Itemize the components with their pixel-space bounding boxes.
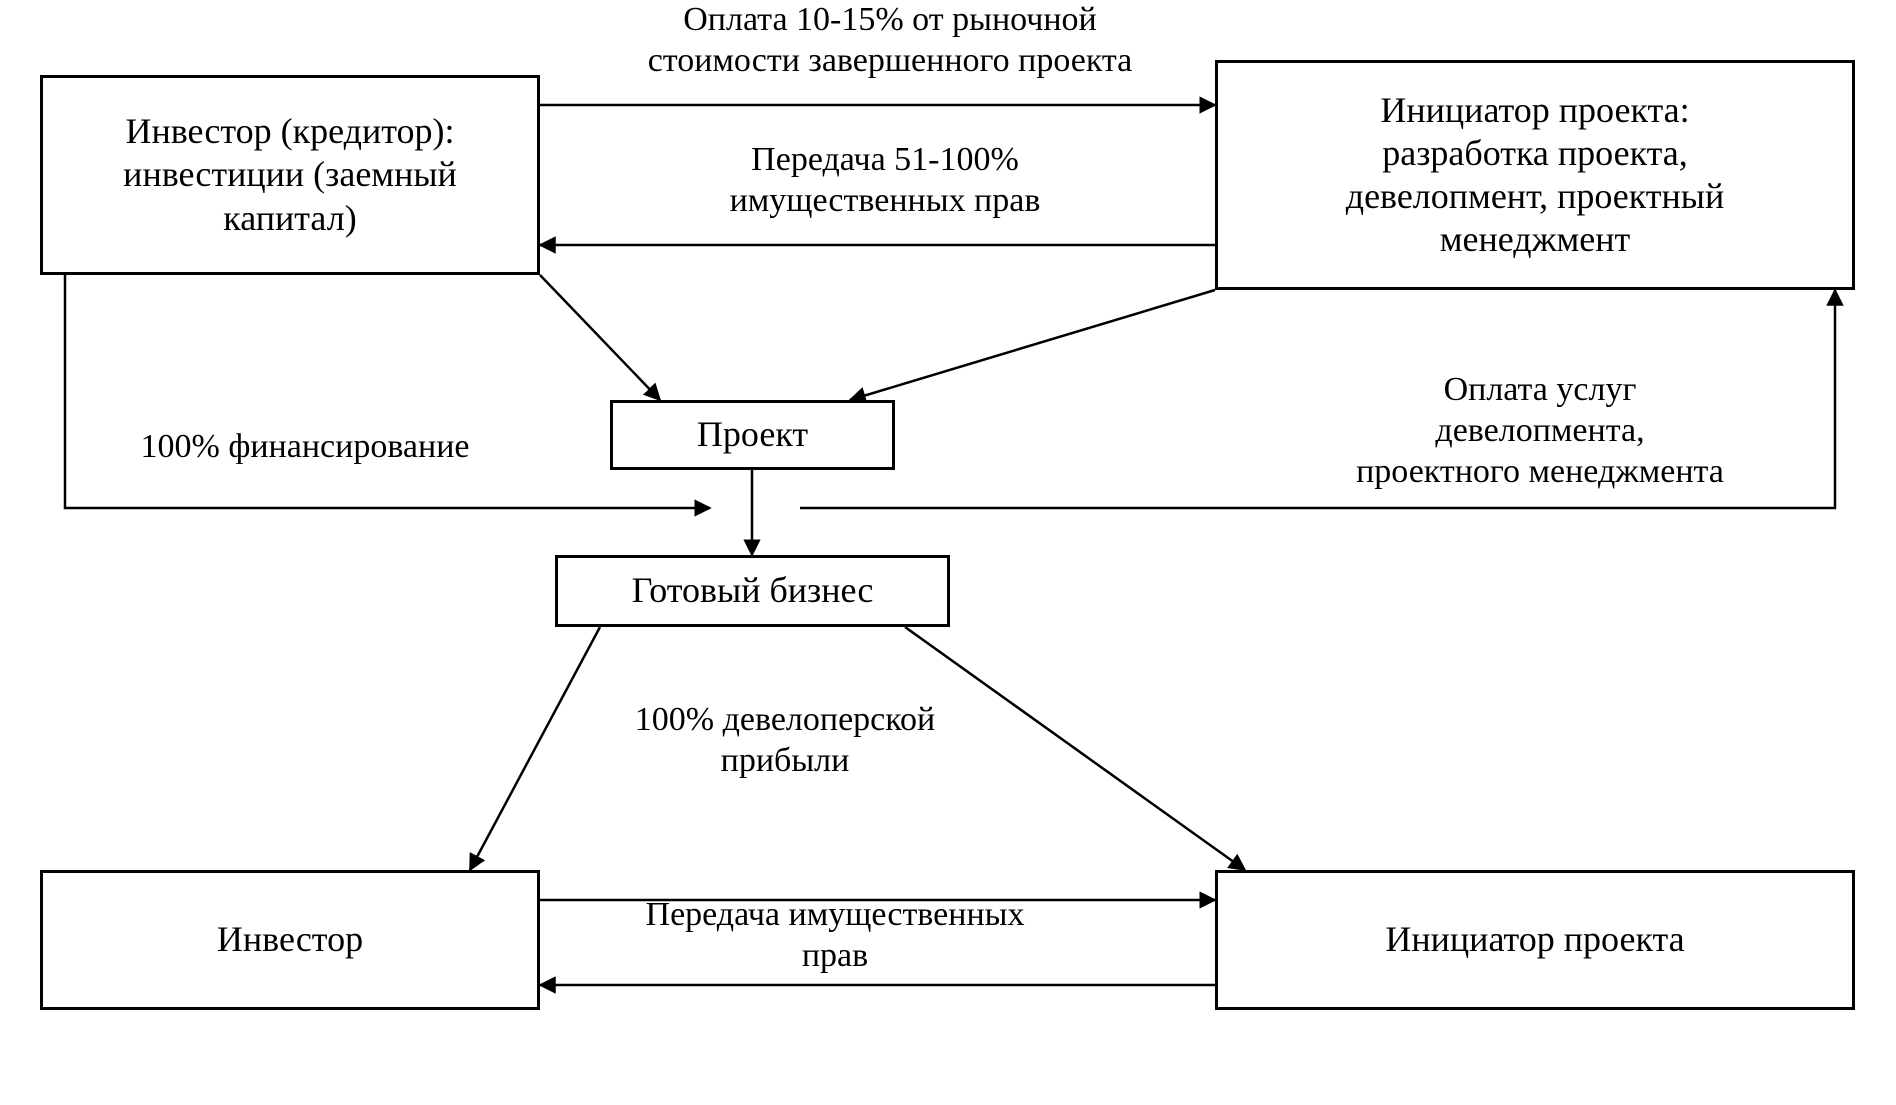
edge-label-lbl-payment-top: Оплата 10-15% от рыночной стоимости заве… [560,0,1220,80]
edge-label-lbl-financing: 100% финансирование [90,427,520,472]
edge-e-init-to-project [850,290,1215,400]
node-initiator-top: Инициатор проекта: разработка проекта, д… [1215,60,1855,290]
node-project: Проект [610,400,895,470]
node-ready-business: Готовый бизнес [555,555,950,627]
edge-e-inv-to-project [540,275,660,400]
edge-e-financing-loop [65,275,710,508]
node-investor-bot: Инвестор [40,870,540,1010]
node-investor-top: Инвестор (кредитор): инвестиции (заемный… [40,75,540,275]
diagram-canvas: Инвестор (кредитор): инвестиции (заемный… [0,0,1896,1105]
node-initiator-bot: Инициатор проекта [1215,870,1855,1010]
edge-label-lbl-dev-payment: Оплата услуг девелопмента, проектного ме… [1260,370,1820,490]
edge-label-lbl-transfer-top: Передача 51-100% имущественных прав [605,140,1165,220]
edge-label-lbl-dev-profit: 100% девелоперской прибыли [560,700,1010,780]
edge-label-lbl-transfer-bot: Передача имущественных прав [555,895,1115,975]
